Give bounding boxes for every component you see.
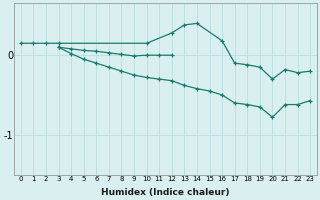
X-axis label: Humidex (Indice chaleur): Humidex (Indice chaleur) [101, 188, 230, 197]
